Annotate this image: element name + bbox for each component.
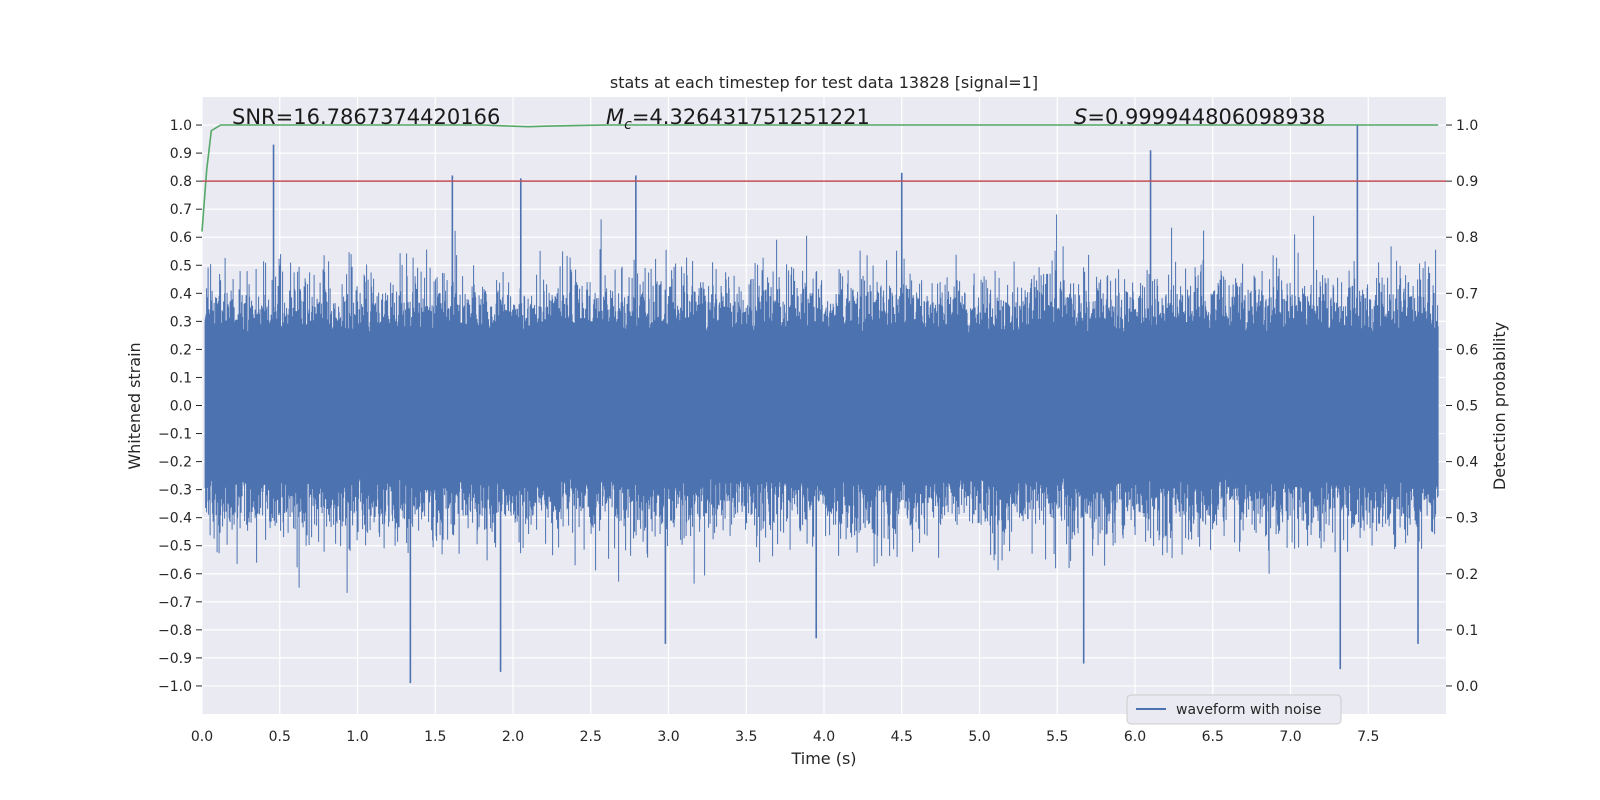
y-tick-label: 0.6 bbox=[170, 230, 192, 246]
right-tick-label: 0.3 bbox=[1456, 511, 1478, 527]
left-y-axis: 1.0 0.9 0.8 0.7 0.6 0.5 0.4 0.3 0.2 0.1 0.0 −0.1 −0.… bbox=[158, 118, 202, 695]
y-tick-label: −0.6 bbox=[158, 567, 192, 583]
right-tick-label: 0.0 bbox=[1456, 679, 1478, 695]
right-tick-label: 0.2 bbox=[1456, 567, 1478, 583]
y-tick-label: 0.9 bbox=[170, 146, 192, 162]
y-tick-label: −0.3 bbox=[158, 483, 192, 499]
chirp-mass-subscript: c bbox=[624, 117, 632, 133]
y-tick-label: 0.0 bbox=[170, 399, 192, 415]
x-tick-label: 5.5 bbox=[1046, 729, 1068, 745]
probability-series bbox=[201, 124, 1446, 232]
right-tick-label: 0.4 bbox=[1456, 455, 1478, 471]
x-tick-label: 4.0 bbox=[813, 729, 835, 745]
x-tick-label: 4.5 bbox=[891, 729, 913, 745]
x-tick-label: 1.0 bbox=[346, 729, 368, 745]
legend-box bbox=[1126, 694, 1342, 725]
y-tick-label: 0.3 bbox=[170, 314, 192, 330]
x-tick-label: 2.0 bbox=[502, 729, 524, 745]
chirp-mass-symbol: M bbox=[606, 105, 624, 129]
right-tick-label: 0.8 bbox=[1456, 230, 1478, 246]
y-tick-label: 1.0 bbox=[170, 118, 192, 134]
y-axis-label-right: Detection probability bbox=[1490, 322, 1509, 490]
right-tick-label: 0.6 bbox=[1456, 342, 1478, 358]
y-tick-label: 0.5 bbox=[170, 258, 192, 274]
legend-label: waveform with noise bbox=[1176, 702, 1321, 718]
s-symbol: S bbox=[1074, 105, 1087, 129]
y-tick-label: −0.2 bbox=[158, 455, 192, 471]
x-tick-label: 6.5 bbox=[1202, 729, 1224, 745]
right-tick-label: 0.9 bbox=[1456, 174, 1478, 190]
y-tick-label: 0.7 bbox=[170, 202, 192, 218]
y-tick-label: 0.8 bbox=[170, 174, 192, 190]
x-tick-label: 2.5 bbox=[580, 729, 602, 745]
right-tick-label: 0.1 bbox=[1456, 623, 1478, 639]
s-value: =0.999944806098938 bbox=[1087, 105, 1325, 129]
y-tick-label: −1.0 bbox=[158, 679, 192, 695]
x-tick-label: 0.5 bbox=[269, 729, 291, 745]
x-tick-label: 5.0 bbox=[968, 729, 990, 745]
y-tick-label: −0.8 bbox=[158, 623, 192, 639]
x-tick-label: 7.5 bbox=[1357, 729, 1379, 745]
y-tick-label: 0.2 bbox=[170, 342, 192, 358]
y-tick-label: 0.4 bbox=[170, 286, 192, 302]
y-tick-label: −0.5 bbox=[158, 539, 192, 555]
x-tick-label: 3.5 bbox=[735, 729, 757, 745]
chirp-mass-annotation: Mc=4.326431751251221 bbox=[606, 105, 870, 133]
y-tick-label: −0.4 bbox=[158, 511, 192, 527]
chart-title: stats at each timestep for test data 138… bbox=[610, 73, 1038, 92]
y-tick-label: 0.1 bbox=[170, 370, 192, 386]
s-annotation: S=0.999944806098938 bbox=[1074, 105, 1325, 129]
x-tick-label: 6.0 bbox=[1124, 729, 1146, 745]
strain-series bbox=[204, 125, 1439, 684]
x-tick-label: 7.0 bbox=[1279, 729, 1301, 745]
y-axis-label-left: Whitened strain bbox=[125, 342, 144, 469]
right-y-axis: 1.0 0.9 0.8 0.7 0.6 0.5 0.4 0.3 0.2 0.1 0.0 bbox=[1446, 118, 1478, 695]
y-tick-label: −0.7 bbox=[158, 595, 192, 611]
y-tick-label: −0.9 bbox=[158, 651, 192, 667]
right-tick-label: 0.7 bbox=[1456, 286, 1478, 302]
x-tick-label: 3.0 bbox=[657, 729, 679, 745]
chirp-mass-value: =4.326431751251221 bbox=[632, 105, 870, 129]
y-tick-label: −0.1 bbox=[158, 427, 192, 443]
detection-probability-line bbox=[201, 124, 1439, 232]
right-tick-label: 1.0 bbox=[1456, 118, 1478, 134]
x-axis-label: Time (s) bbox=[790, 749, 856, 768]
right-tick-label: 0.5 bbox=[1456, 399, 1478, 415]
legend: waveform with noise bbox=[1126, 694, 1342, 725]
x-tick-label: 0.0 bbox=[191, 729, 213, 745]
x-axis: 0.0 0.5 1.0 1.5 2.0 2.5 3.0 3.5 4.0 4.5 5.0 5.5 6.0 6… bbox=[191, 729, 1380, 745]
snr-annotation: SNR=16.7867374420166 bbox=[232, 105, 500, 129]
x-tick-label: 1.5 bbox=[424, 729, 446, 745]
waveform-with-noise-line bbox=[204, 214, 1439, 593]
